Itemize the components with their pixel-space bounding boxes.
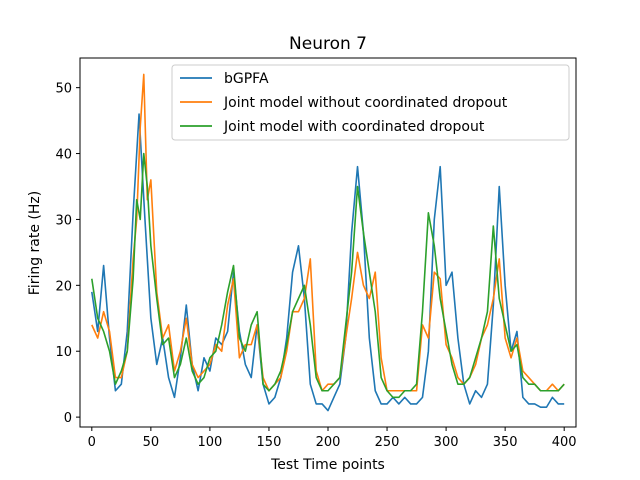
chart-title: Neuron 7 bbox=[289, 34, 367, 54]
x-tick-label: 250 bbox=[375, 435, 400, 450]
x-tick-label: 400 bbox=[552, 435, 577, 450]
x-tick-label: 50 bbox=[143, 435, 160, 450]
legend-label-2: Joint model with coordinated dropout bbox=[223, 119, 485, 135]
x-tick-label: 100 bbox=[197, 435, 222, 450]
x-axis-label: Test Time points bbox=[270, 457, 385, 473]
plot-lines bbox=[91, 73, 565, 412]
x-tick-label: 0 bbox=[88, 435, 96, 450]
legend-label-1: Joint model without coordinated dropout bbox=[223, 95, 508, 111]
y-tick-label: 40 bbox=[55, 148, 72, 163]
y-tick-label: 10 bbox=[55, 345, 72, 360]
x-tick-label: 300 bbox=[434, 435, 459, 450]
y-tick-label: 20 bbox=[55, 279, 72, 294]
legend: bGPFA Joint model without coordinated dro… bbox=[171, 64, 570, 141]
y-tick-label: 0 bbox=[64, 411, 72, 426]
series-line-0 bbox=[91, 113, 565, 412]
series-line-2 bbox=[91, 152, 565, 399]
y-tick-label: 50 bbox=[55, 82, 72, 97]
y-axis-ticks: 0 10 20 30 40 50 bbox=[55, 82, 80, 426]
legend-label-0: bGPFA bbox=[224, 71, 269, 87]
legend-box bbox=[171, 64, 570, 141]
x-axis-ticks: 0 50 100 150 200 250 300 350 400 bbox=[88, 427, 577, 450]
x-tick-label: 200 bbox=[316, 435, 341, 450]
x-tick-label: 150 bbox=[257, 435, 282, 450]
x-tick-label: 350 bbox=[493, 435, 518, 450]
y-tick-label: 30 bbox=[55, 213, 72, 228]
y-axis-label: Firing rate (Hz) bbox=[27, 191, 43, 295]
